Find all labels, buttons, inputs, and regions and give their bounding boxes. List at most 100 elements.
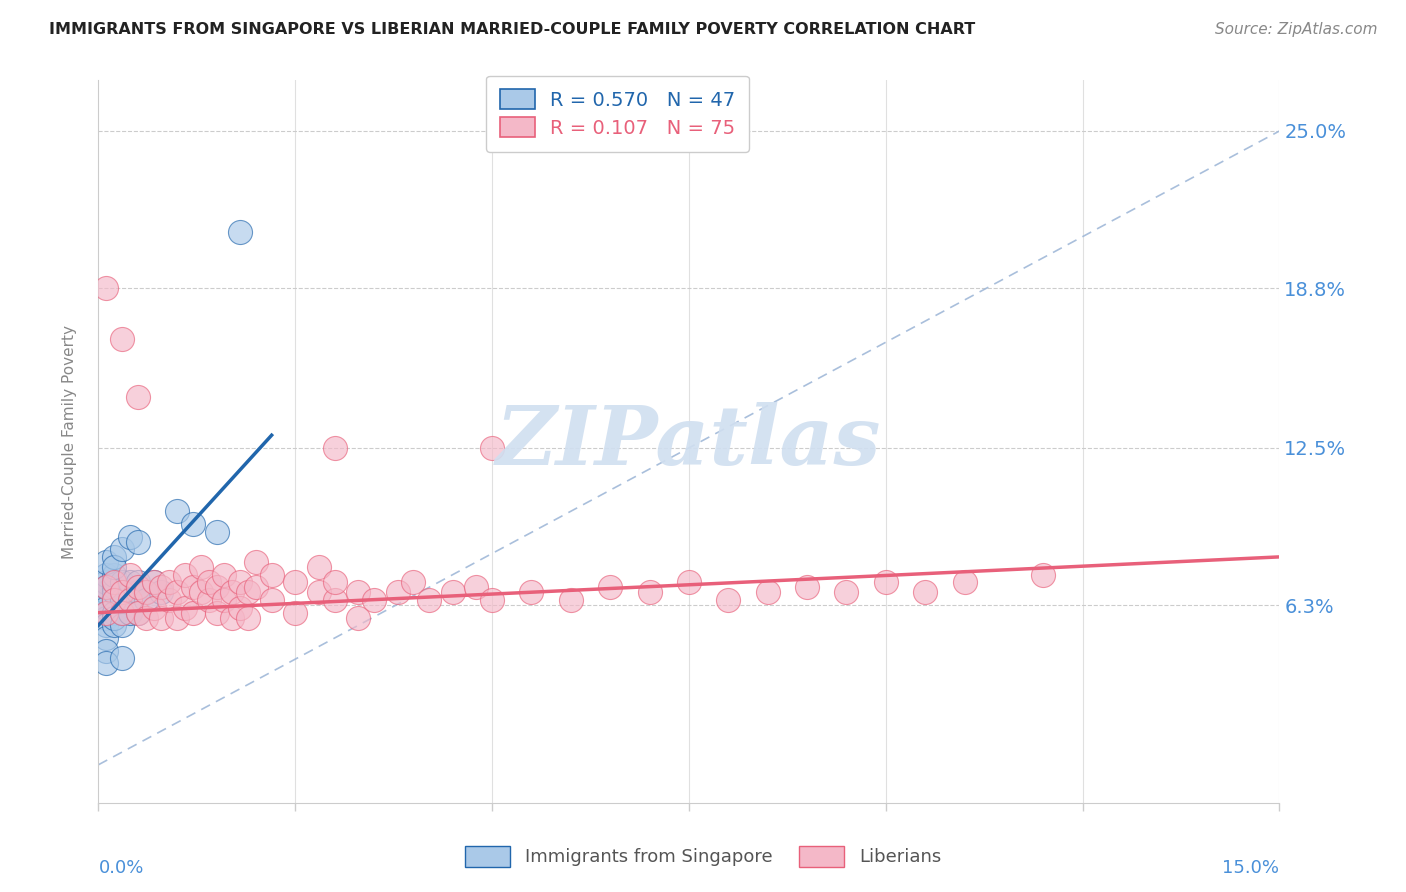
Point <box>111 606 134 620</box>
Point <box>135 585 157 599</box>
Point <box>260 593 283 607</box>
Point <box>103 575 125 590</box>
Point <box>363 593 385 607</box>
Point <box>96 567 118 582</box>
Point <box>118 575 141 590</box>
Point <box>150 580 173 594</box>
Point <box>118 593 141 607</box>
Point <box>96 631 118 645</box>
Point <box>96 575 118 590</box>
Point <box>135 611 157 625</box>
Point <box>387 585 409 599</box>
Point <box>717 593 740 607</box>
Point <box>135 593 157 607</box>
Point <box>205 524 228 539</box>
Point <box>96 643 118 657</box>
Point <box>481 593 503 607</box>
Point <box>308 585 330 599</box>
Point <box>638 585 661 599</box>
Point <box>190 585 212 599</box>
Point <box>96 580 118 594</box>
Point <box>142 575 165 590</box>
Point <box>284 606 307 620</box>
Point <box>229 226 252 240</box>
Point <box>402 575 425 590</box>
Point <box>418 593 440 607</box>
Point <box>441 585 464 599</box>
Point <box>953 575 976 590</box>
Point <box>214 567 236 582</box>
Point <box>111 606 134 620</box>
Point <box>103 585 125 599</box>
Point <box>323 593 346 607</box>
Point <box>127 585 149 599</box>
Point <box>181 516 204 531</box>
Point <box>103 606 125 620</box>
Point <box>229 575 252 590</box>
Point <box>236 585 259 599</box>
Text: 15.0%: 15.0% <box>1222 859 1279 877</box>
Point <box>118 606 141 620</box>
Point <box>197 593 219 607</box>
Point <box>96 606 118 620</box>
Point <box>96 600 118 615</box>
Point <box>111 585 134 599</box>
Point <box>174 600 197 615</box>
Point <box>520 585 543 599</box>
Point <box>190 560 212 574</box>
Point <box>118 567 141 582</box>
Point <box>174 567 197 582</box>
Point <box>323 441 346 455</box>
Point <box>118 585 141 599</box>
Point <box>245 580 267 594</box>
Point <box>157 593 180 607</box>
Point <box>103 549 125 564</box>
Point <box>197 575 219 590</box>
Point <box>127 390 149 404</box>
Point <box>103 567 125 582</box>
Point <box>103 593 125 607</box>
Point <box>323 575 346 590</box>
Point <box>118 593 141 607</box>
Point <box>111 575 134 590</box>
Point <box>103 560 125 574</box>
Point <box>96 281 118 295</box>
Point <box>103 611 125 625</box>
Point <box>96 585 118 599</box>
Point <box>166 611 188 625</box>
Legend: Immigrants from Singapore, Liberians: Immigrants from Singapore, Liberians <box>458 838 948 874</box>
Point <box>875 575 897 590</box>
Point <box>96 606 118 620</box>
Text: ZIPatlas: ZIPatlas <box>496 401 882 482</box>
Point <box>756 585 779 599</box>
Point <box>599 580 621 594</box>
Point <box>181 580 204 594</box>
Point <box>260 567 283 582</box>
Point <box>796 580 818 594</box>
Point <box>142 600 165 615</box>
Point <box>127 534 149 549</box>
Point <box>96 555 118 569</box>
Point <box>127 580 149 594</box>
Point <box>118 530 141 544</box>
Legend: R = 0.570   N = 47, R = 0.107   N = 75: R = 0.570 N = 47, R = 0.107 N = 75 <box>486 76 749 152</box>
Text: Source: ZipAtlas.com: Source: ZipAtlas.com <box>1215 22 1378 37</box>
Point <box>103 593 125 607</box>
Point <box>284 575 307 590</box>
Point <box>96 657 118 671</box>
Point <box>127 606 149 620</box>
Point <box>111 593 134 607</box>
Point <box>678 575 700 590</box>
Point <box>166 585 188 599</box>
Point <box>135 585 157 599</box>
Point <box>166 504 188 518</box>
Point <box>1032 567 1054 582</box>
Point <box>245 555 267 569</box>
Point <box>127 575 149 590</box>
Point <box>214 593 236 607</box>
Point <box>142 575 165 590</box>
Point <box>111 332 134 346</box>
Point <box>96 580 118 594</box>
Text: 0.0%: 0.0% <box>98 859 143 877</box>
Point <box>150 585 173 599</box>
